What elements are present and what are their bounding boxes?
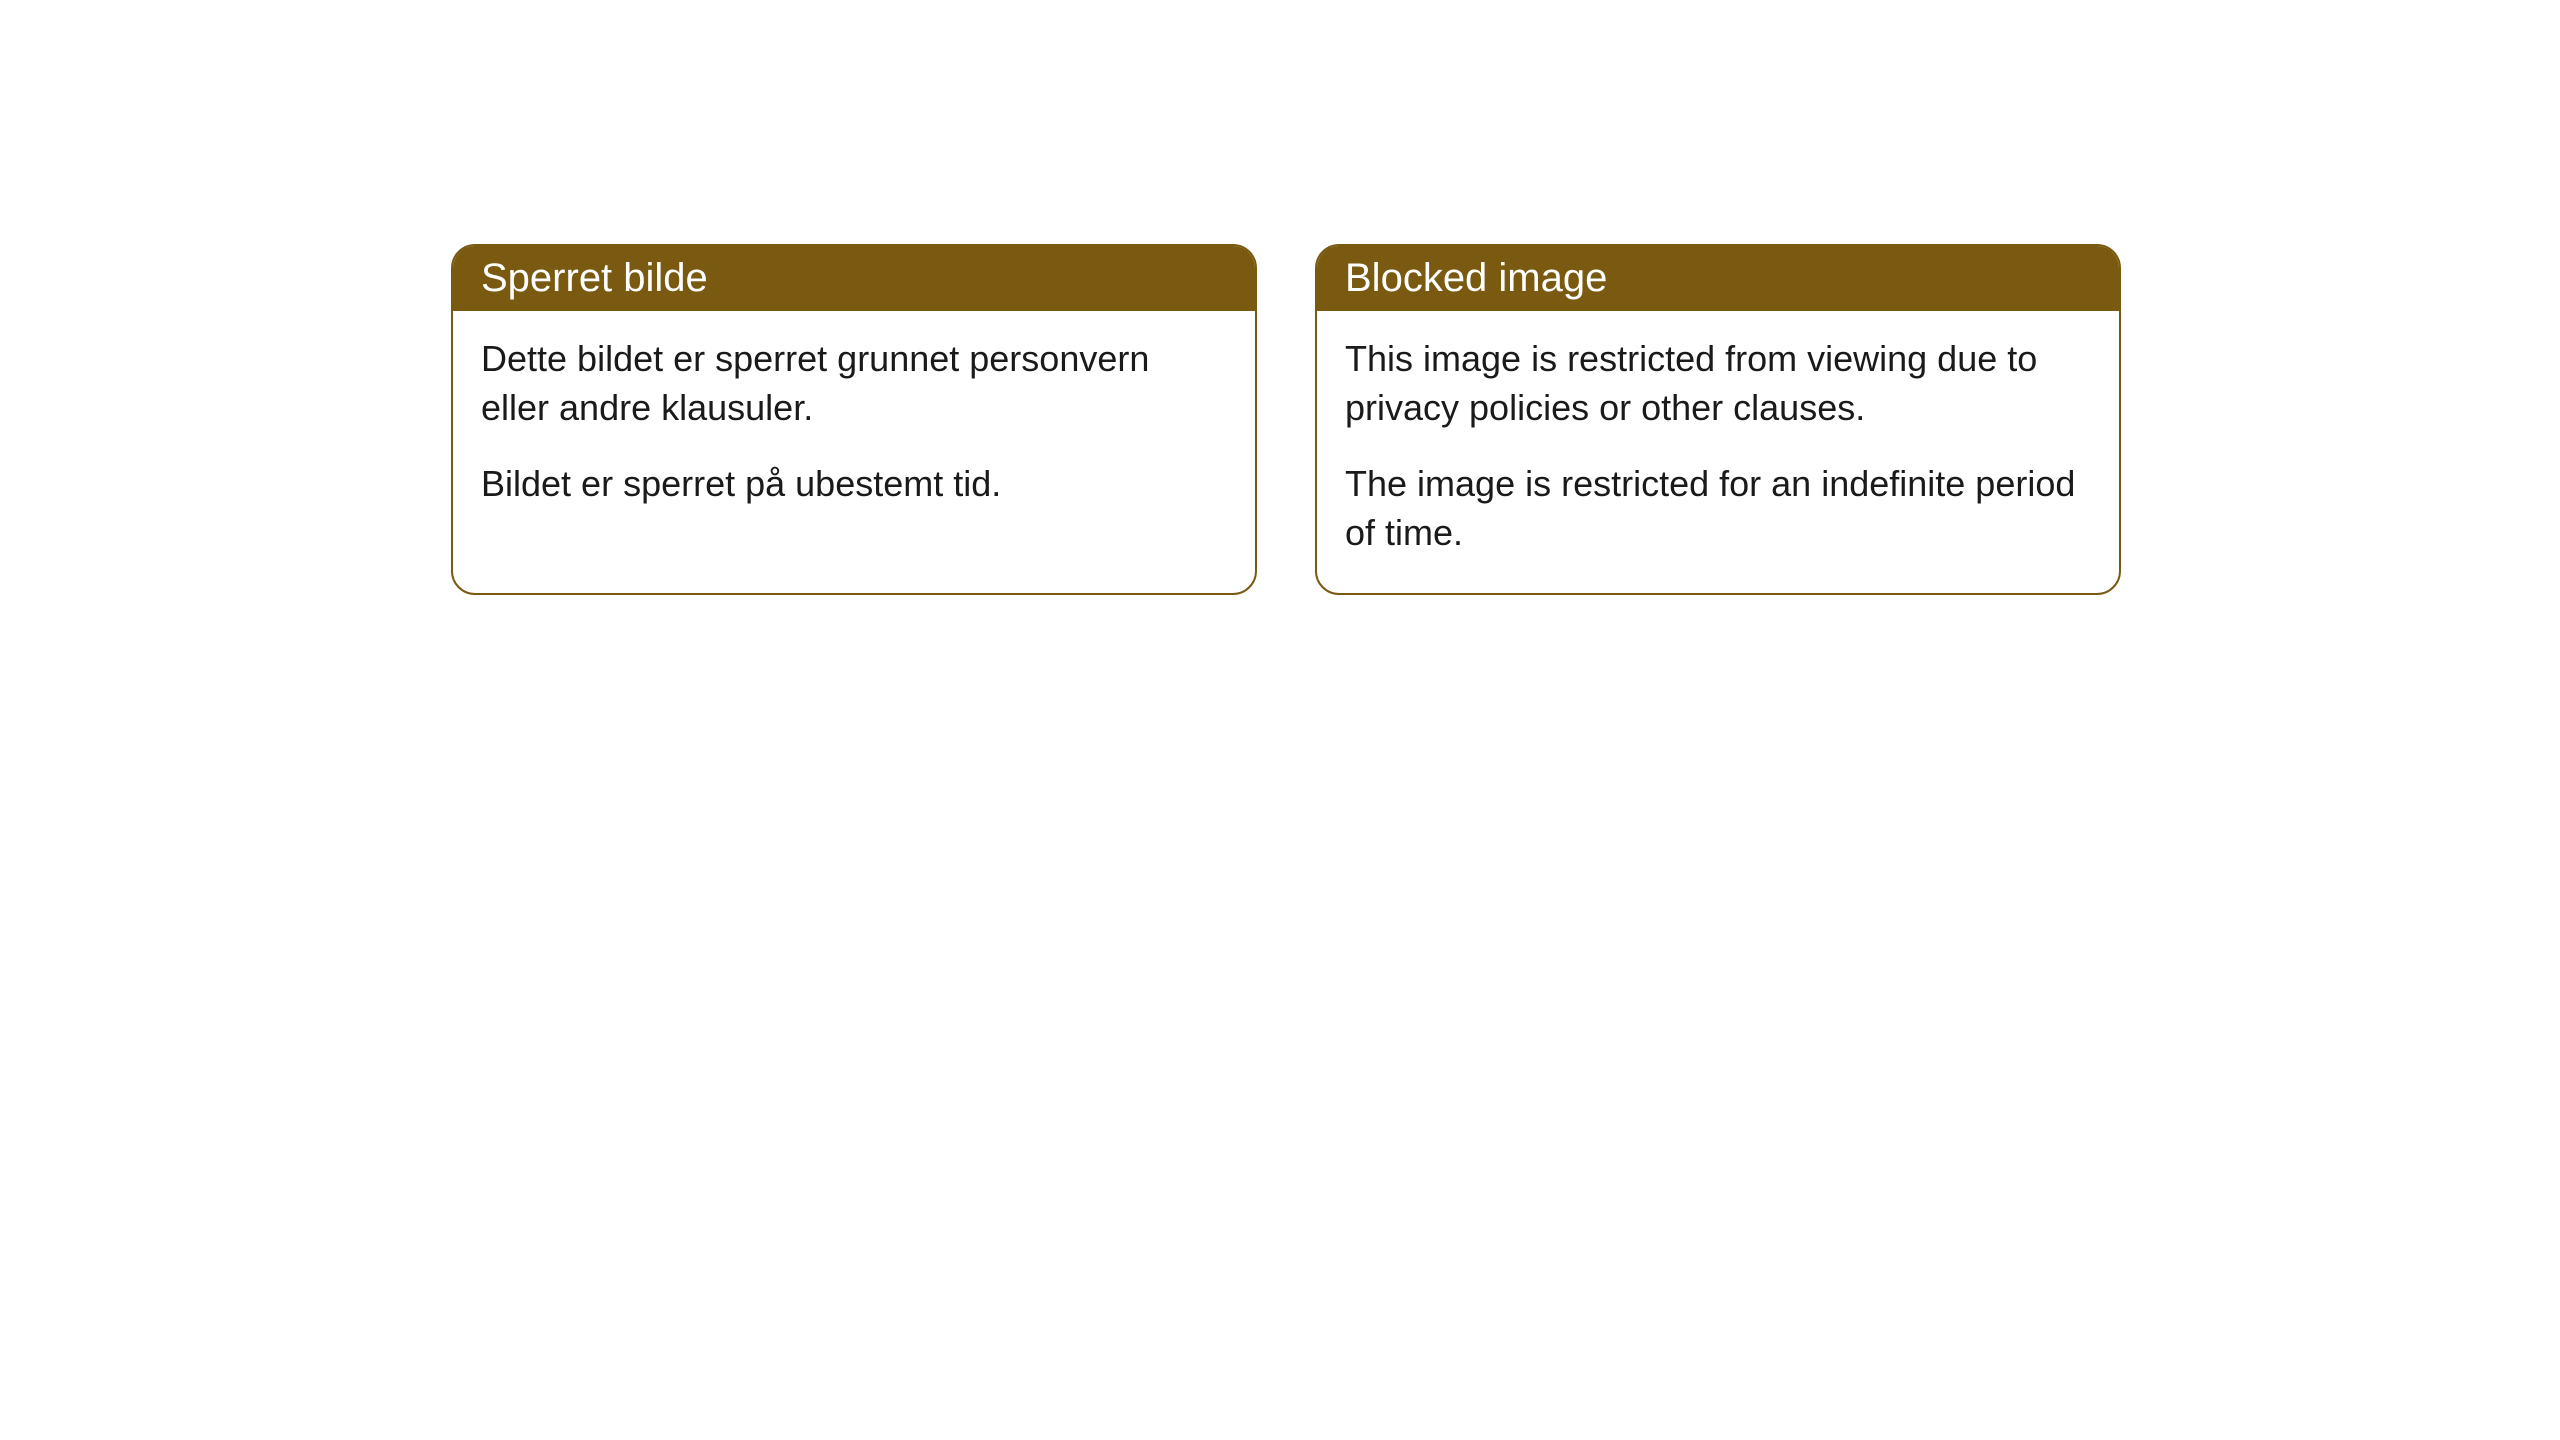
card-header-norwegian: Sperret bilde: [453, 246, 1255, 311]
card-header-english: Blocked image: [1317, 246, 2119, 311]
card-paragraph: Bildet er sperret på ubestemt tid.: [481, 460, 1227, 509]
card-english: Blocked image This image is restricted f…: [1315, 244, 2121, 595]
card-paragraph: This image is restricted from viewing du…: [1345, 335, 2091, 432]
cards-container: Sperret bilde Dette bildet er sperret gr…: [451, 244, 2560, 595]
card-paragraph: Dette bildet er sperret grunnet personve…: [481, 335, 1227, 432]
card-body-english: This image is restricted from viewing du…: [1317, 311, 2119, 593]
card-norwegian: Sperret bilde Dette bildet er sperret gr…: [451, 244, 1257, 595]
card-body-norwegian: Dette bildet er sperret grunnet personve…: [453, 311, 1255, 545]
card-paragraph: The image is restricted for an indefinit…: [1345, 460, 2091, 557]
